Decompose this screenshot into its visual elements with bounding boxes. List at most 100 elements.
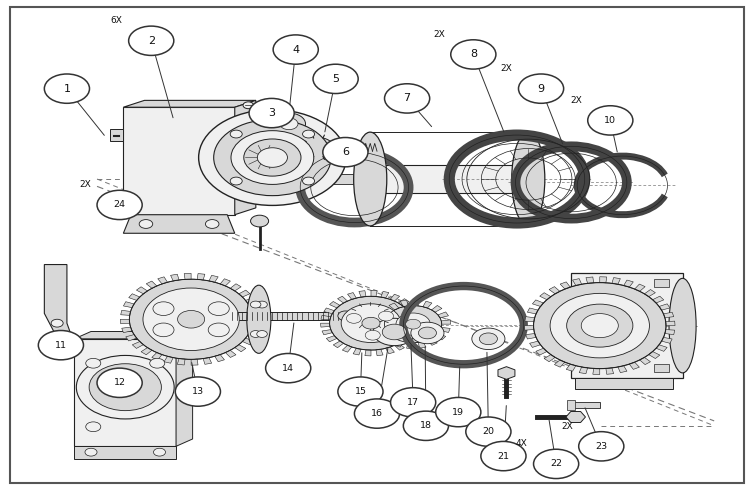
Polygon shape: [338, 296, 348, 303]
Circle shape: [303, 138, 333, 157]
Text: 9: 9: [538, 84, 544, 94]
Polygon shape: [176, 331, 192, 446]
Polygon shape: [540, 293, 551, 300]
Polygon shape: [618, 366, 627, 372]
Polygon shape: [333, 341, 344, 348]
Polygon shape: [630, 362, 639, 369]
Bar: [370, 165, 529, 193]
Bar: [568, 400, 575, 410]
Text: 20: 20: [483, 427, 495, 436]
Polygon shape: [656, 345, 667, 351]
Circle shape: [130, 279, 253, 359]
Polygon shape: [375, 324, 385, 328]
Polygon shape: [191, 359, 198, 365]
Polygon shape: [323, 308, 334, 314]
Polygon shape: [635, 284, 645, 292]
Circle shape: [89, 364, 161, 411]
Polygon shape: [121, 310, 130, 316]
Circle shape: [265, 353, 311, 383]
Polygon shape: [413, 300, 420, 306]
Bar: [75, 339, 176, 446]
Polygon shape: [329, 301, 340, 308]
Circle shape: [313, 64, 358, 94]
Polygon shape: [121, 319, 130, 324]
Text: 11: 11: [55, 341, 67, 350]
Polygon shape: [381, 308, 391, 315]
Circle shape: [406, 319, 421, 329]
Text: 19: 19: [452, 408, 464, 416]
Circle shape: [519, 74, 564, 103]
Polygon shape: [544, 355, 555, 362]
Ellipse shape: [354, 132, 387, 226]
Text: 15: 15: [354, 387, 366, 396]
Polygon shape: [423, 301, 432, 308]
Circle shape: [436, 397, 481, 427]
Polygon shape: [129, 294, 139, 300]
Text: 2X: 2X: [561, 422, 573, 431]
Polygon shape: [152, 353, 162, 360]
Circle shape: [385, 306, 442, 343]
Bar: [334, 144, 363, 151]
Circle shape: [466, 417, 511, 446]
Circle shape: [354, 305, 387, 327]
Polygon shape: [342, 345, 352, 352]
Polygon shape: [389, 303, 399, 310]
Polygon shape: [441, 320, 451, 324]
Text: 24: 24: [114, 200, 126, 209]
Circle shape: [579, 432, 624, 461]
Polygon shape: [124, 107, 234, 215]
Polygon shape: [121, 327, 132, 333]
Ellipse shape: [669, 278, 696, 373]
Polygon shape: [438, 312, 449, 318]
Polygon shape: [566, 364, 576, 371]
Polygon shape: [606, 368, 614, 374]
Circle shape: [480, 333, 498, 344]
Polygon shape: [405, 305, 415, 311]
Text: 5: 5: [332, 74, 339, 84]
Bar: [572, 402, 599, 408]
Circle shape: [243, 102, 253, 109]
Polygon shape: [428, 339, 437, 345]
Polygon shape: [440, 327, 450, 333]
Circle shape: [139, 220, 153, 228]
Circle shape: [257, 148, 287, 167]
Circle shape: [44, 74, 90, 103]
Bar: [321, 174, 370, 184]
Polygon shape: [560, 282, 570, 289]
Circle shape: [38, 331, 84, 360]
Polygon shape: [391, 294, 400, 301]
Polygon shape: [124, 215, 234, 233]
Polygon shape: [248, 331, 259, 337]
Circle shape: [418, 327, 437, 339]
Bar: [654, 279, 669, 287]
Polygon shape: [418, 342, 426, 348]
Circle shape: [373, 318, 415, 345]
Polygon shape: [411, 326, 421, 331]
Circle shape: [86, 422, 101, 432]
Polygon shape: [365, 350, 371, 356]
Text: 2X: 2X: [433, 30, 445, 39]
Circle shape: [230, 130, 242, 138]
Polygon shape: [385, 347, 394, 354]
Circle shape: [250, 215, 268, 227]
Circle shape: [396, 313, 431, 335]
Circle shape: [403, 411, 449, 441]
Polygon shape: [666, 321, 675, 326]
Circle shape: [329, 296, 412, 350]
Text: 7: 7: [403, 94, 411, 103]
Circle shape: [257, 301, 268, 308]
Polygon shape: [170, 274, 179, 281]
Circle shape: [587, 106, 633, 135]
Polygon shape: [253, 315, 262, 319]
Text: 12: 12: [114, 378, 126, 387]
Circle shape: [365, 330, 380, 340]
Text: 4X: 4X: [516, 439, 528, 448]
Circle shape: [217, 127, 311, 187]
Polygon shape: [653, 296, 664, 303]
Text: 6: 6: [342, 147, 349, 157]
Polygon shape: [572, 279, 581, 286]
Text: 21: 21: [498, 452, 510, 461]
Ellipse shape: [512, 132, 545, 226]
Polygon shape: [146, 281, 157, 288]
Polygon shape: [250, 306, 260, 312]
